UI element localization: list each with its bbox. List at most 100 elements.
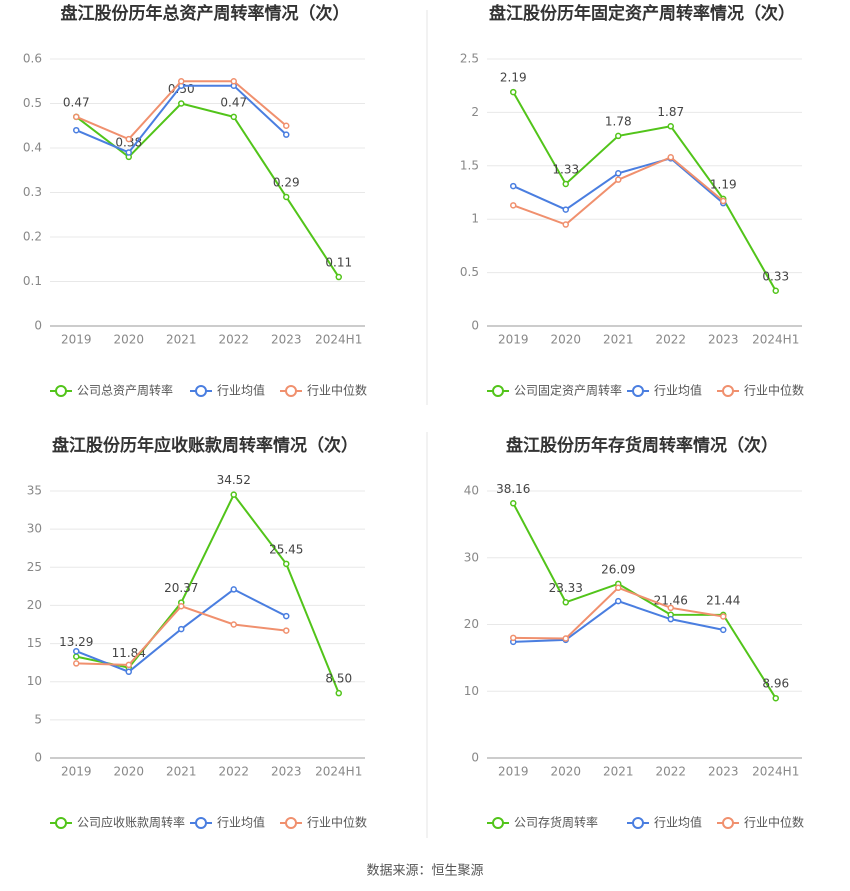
data-label: 1.87: [657, 105, 684, 119]
legend-marker: [55, 817, 67, 829]
y-tick-label: 25: [27, 560, 42, 574]
point: [230, 113, 237, 121]
x-tick-label: 2020: [113, 765, 144, 779]
point: [615, 170, 622, 177]
y-tick-label: 30: [27, 522, 42, 536]
y-tick-label: 5: [34, 712, 42, 726]
data-label: 0.38: [115, 135, 142, 149]
point: [667, 123, 674, 130]
data-label: 1.33: [552, 162, 579, 176]
legend-label: 行业中位数: [307, 383, 367, 398]
legend-marker: [632, 385, 644, 397]
data-label: 25.45: [269, 542, 303, 556]
y-tick-label: 2: [471, 105, 479, 119]
data-label: 11.84: [112, 646, 146, 660]
legend-label: 行业中位数: [744, 815, 804, 830]
point: [283, 193, 290, 201]
legend-label: 公司总资产周转率: [77, 383, 173, 398]
point: [283, 612, 290, 620]
legend-marker: [195, 817, 207, 829]
point: [720, 626, 727, 634]
point: [615, 132, 622, 140]
x-tick-label: 2021: [603, 765, 634, 779]
point: [510, 182, 517, 190]
y-tick-label: 0: [34, 319, 42, 333]
point: [283, 627, 290, 634]
legend-marker: [285, 817, 297, 829]
y-tick-label: 0.3: [23, 185, 42, 199]
y-tick-label: 0: [471, 319, 479, 333]
y-tick-label: 35: [27, 484, 42, 498]
point: [283, 131, 290, 138]
x-tick-label: 2022: [655, 765, 686, 779]
series-line: [513, 600, 724, 643]
data-label: 2.19: [500, 71, 527, 85]
point: [667, 154, 674, 161]
x-tick-label: 2023: [271, 333, 302, 347]
series-line: [76, 492, 340, 694]
x-tick-label: 2019: [61, 333, 92, 347]
point: [720, 197, 727, 205]
chart-title: 盘江股份历年应收账款周转率情况（次）: [52, 435, 358, 456]
point: [125, 135, 132, 143]
y-tick-label: 2.5: [460, 52, 479, 66]
legend-label: 行业均值: [217, 383, 265, 398]
x-tick-label: 2019: [498, 765, 529, 779]
x-tick-label: 2020: [550, 765, 581, 779]
data-label: 0.33: [762, 269, 789, 283]
x-tick-label: 2022: [655, 333, 686, 347]
point: [230, 78, 237, 85]
data-label: 0.47: [220, 95, 247, 109]
point: [73, 660, 80, 667]
legend-marker: [632, 817, 644, 829]
chart-title: 盘江股份历年总资产周转率情况（次）: [61, 3, 350, 24]
point: [73, 113, 80, 121]
x-tick-label: 2024H1: [315, 333, 362, 347]
series-line: [512, 91, 777, 292]
point: [615, 584, 622, 592]
y-tick-label: 1.5: [460, 158, 479, 172]
data-label: 0.29: [273, 175, 300, 189]
y-tick-label: 30: [464, 550, 479, 564]
legend-marker: [722, 817, 734, 829]
data-label: 0.47: [63, 95, 90, 109]
legend-marker: [492, 817, 504, 829]
legend-label: 公司固定资产周转率: [514, 383, 622, 398]
legend-label: 公司应收账款周转率: [77, 815, 185, 830]
legend-marker: [722, 385, 734, 397]
chart-title: 盘江股份历年存货周转率情况（次）: [506, 435, 778, 456]
point: [178, 625, 185, 633]
data-label: 23.33: [549, 581, 583, 595]
point: [720, 613, 727, 620]
legend-label: 行业中位数: [744, 383, 804, 398]
series-line: [75, 102, 340, 278]
data-label: 0.11: [325, 256, 352, 270]
x-tick-label: 2023: [271, 765, 302, 779]
data-label: 1.19: [710, 177, 737, 191]
data-label: 1.78: [605, 114, 632, 128]
y-tick-label: 40: [464, 484, 479, 498]
point: [230, 491, 237, 498]
legend-marker: [285, 385, 297, 397]
x-tick-label: 2023: [708, 333, 739, 347]
x-tick-label: 2021: [166, 333, 197, 347]
data-label: 20.37: [164, 581, 198, 595]
x-tick-label: 2022: [218, 333, 249, 347]
point: [510, 500, 517, 507]
y-tick-label: 20: [464, 617, 479, 631]
legend-label: 公司存货周转率: [514, 815, 598, 830]
data-label: 38.16: [496, 482, 530, 496]
series-line: [513, 586, 724, 640]
point: [510, 202, 517, 209]
data-label: 21.44: [706, 593, 740, 607]
point: [335, 273, 342, 281]
legend-label: 行业均值: [654, 815, 702, 830]
y-tick-label: 10: [464, 684, 479, 698]
legend-marker: [492, 385, 504, 397]
x-tick-label: 2021: [603, 333, 634, 347]
x-tick-label: 2020: [550, 333, 581, 347]
x-tick-label: 2021: [166, 765, 197, 779]
point: [178, 78, 185, 85]
legend-label: 行业均值: [217, 815, 265, 830]
legend-marker: [55, 385, 67, 397]
